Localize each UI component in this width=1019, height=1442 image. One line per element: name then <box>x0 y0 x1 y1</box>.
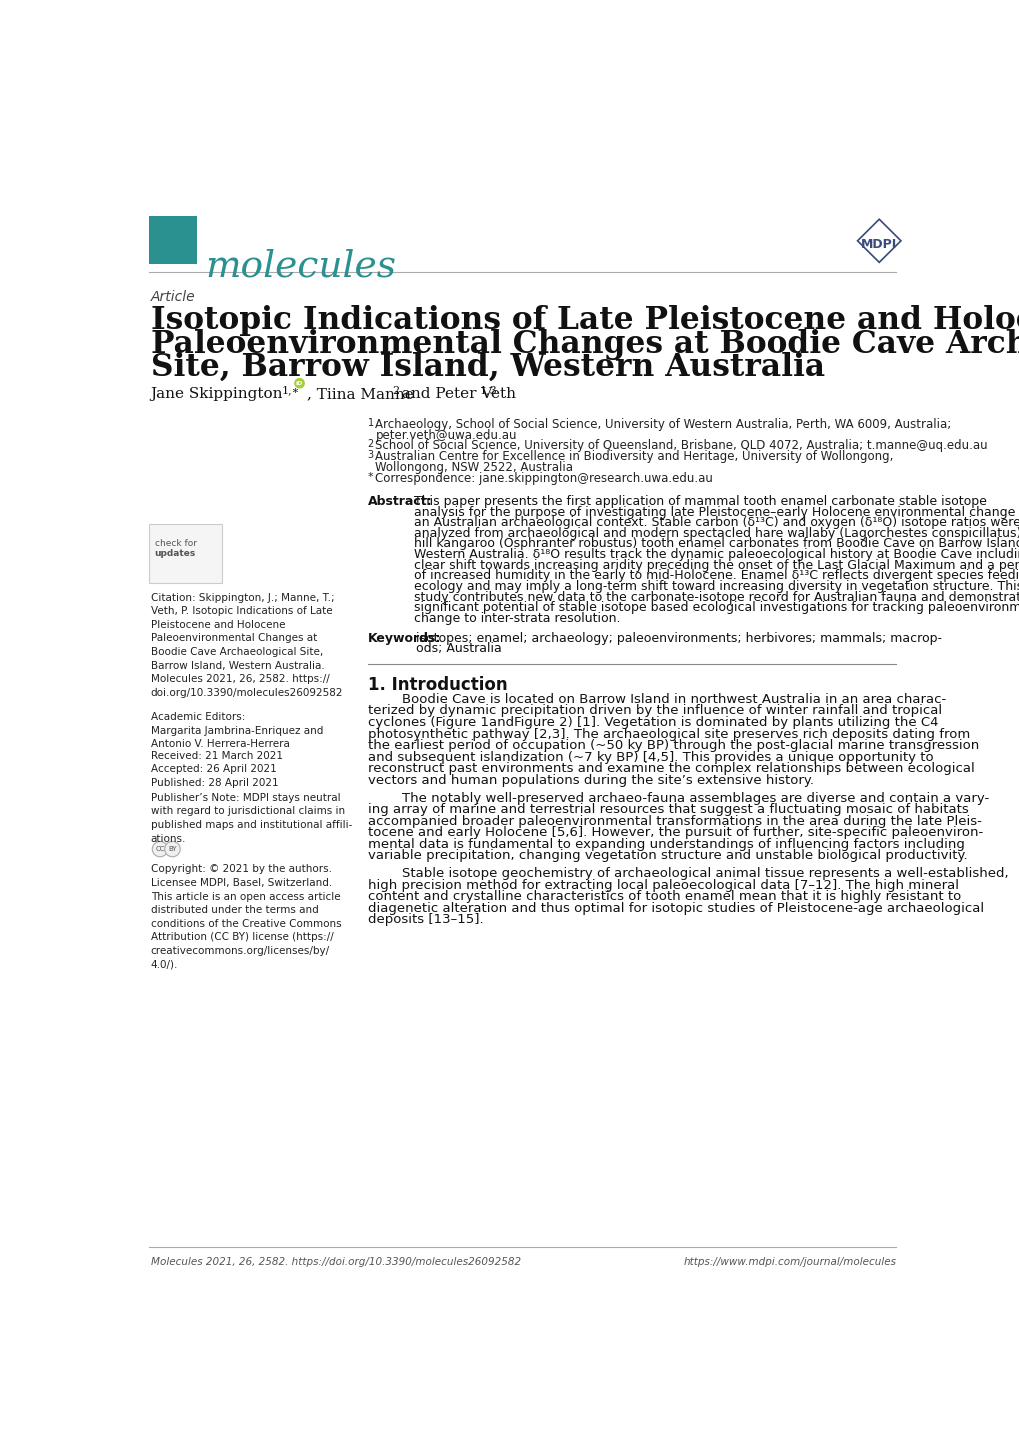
Text: Molecules 2021, 26, 2582. https://doi.org/10.3390/molecules26092582: Molecules 2021, 26, 2582. https://doi.or… <box>151 1257 521 1268</box>
FancyBboxPatch shape <box>149 523 222 583</box>
Text: Jane Skippington: Jane Skippington <box>151 386 287 401</box>
Text: https://www.mdpi.com/journal/molecules: https://www.mdpi.com/journal/molecules <box>683 1257 896 1268</box>
Text: Keywords:: Keywords: <box>368 632 440 645</box>
Text: This paper presents the first application of mammal tooth enamel carbonate stabl: This paper presents the first applicatio… <box>414 495 986 508</box>
Text: Isotopic Indications of Late Pleistocene and Holocene: Isotopic Indications of Late Pleistocene… <box>151 306 1019 336</box>
Text: diagenetic alteration and thus optimal for isotopic studies of Pleistocene-age a: diagenetic alteration and thus optimal f… <box>368 901 983 914</box>
Text: molecules: molecules <box>205 248 395 284</box>
Text: , Tiina Manne: , Tiina Manne <box>307 386 418 401</box>
Text: Site, Barrow Island, Western Australia: Site, Barrow Island, Western Australia <box>151 352 824 382</box>
Text: updates: updates <box>155 549 196 558</box>
Text: Article: Article <box>151 290 196 304</box>
Text: *: * <box>368 472 373 482</box>
Text: of increased humidity in the early to mid-Holocene. Enamel δ¹³C reflects diverge: of increased humidity in the early to mi… <box>414 570 1019 583</box>
Text: School of Social Science, University of Queensland, Brisbane, QLD 4072, Australi: School of Social Science, University of … <box>375 440 987 453</box>
Text: 1. Introduction: 1. Introduction <box>368 676 506 694</box>
Text: Paleoenvironmental Changes at Boodie Cave Archaeological: Paleoenvironmental Changes at Boodie Cav… <box>151 329 1019 359</box>
Text: clear shift towards increasing aridity preceding the onset of the Last Glacial M: clear shift towards increasing aridity p… <box>414 558 1019 571</box>
Text: accompanied broader paleoenvironmental transformations in the area during the la: accompanied broader paleoenvironmental t… <box>368 815 980 828</box>
Text: deposits [13–15].: deposits [13–15]. <box>368 913 483 926</box>
Text: Publisher’s Note: MDPI stays neutral
with regard to jurisdictional claims in
pub: Publisher’s Note: MDPI stays neutral wit… <box>151 793 352 844</box>
Text: an Australian archaeological context. Stable carbon (δ¹³C) and oxygen (δ¹⁸O) iso: an Australian archaeological context. St… <box>414 516 1019 529</box>
Text: Archaeology, School of Social Science, University of Western Australia, Perth, W: Archaeology, School of Social Science, U… <box>375 418 951 431</box>
Text: 1,∗: 1,∗ <box>281 385 300 395</box>
Text: Abstract:: Abstract: <box>368 495 432 508</box>
Text: Stable isotope geochemistry of archaeological animal tissue represents a well-es: Stable isotope geochemistry of archaeolo… <box>368 867 1008 880</box>
Text: iD: iD <box>296 381 303 386</box>
Text: Copyright: © 2021 by the authors.
Licensee MDPI, Basel, Switzerland.
This articl: Copyright: © 2021 by the authors. Licens… <box>151 865 341 969</box>
Text: significant potential of stable isotope based ecological investigations for trac: significant potential of stable isotope … <box>414 601 1019 614</box>
Text: 2: 2 <box>392 385 399 395</box>
Text: variable precipitation, changing vegetation structure and unstable biological pr: variable precipitation, changing vegetat… <box>368 849 966 862</box>
Text: BY: BY <box>168 846 176 852</box>
Text: reconstruct past environments and examine the complex relationships between ecol: reconstruct past environments and examin… <box>368 763 973 776</box>
Text: and subsequent islandization (~7 ky BP) [4,5]. This provides a unique opportunit: and subsequent islandization (~7 ky BP) … <box>368 751 932 764</box>
Text: check for: check for <box>155 539 197 548</box>
Text: Wollongong, NSW 2522, Australia: Wollongong, NSW 2522, Australia <box>375 461 573 474</box>
Text: ing array of marine and terrestrial resources that suggest a fluctuating mosaic : ing array of marine and terrestrial reso… <box>368 803 968 816</box>
Text: tocene and early Holocene [5,6]. However, the pursuit of further, site-specific : tocene and early Holocene [5,6]. However… <box>368 826 982 839</box>
FancyBboxPatch shape <box>149 216 197 264</box>
Text: terized by dynamic precipitation driven by the influence of winter rainfall and : terized by dynamic precipitation driven … <box>368 705 941 718</box>
Text: 2: 2 <box>368 440 374 450</box>
Text: vectors and human populations during the site’s extensive history.: vectors and human populations during the… <box>368 774 813 787</box>
Text: photosynthetic pathway [2,3]. The archaeological site preserves rich deposits da: photosynthetic pathway [2,3]. The archae… <box>368 728 969 741</box>
Text: isotopes; enamel; archaeology; paleoenvironments; herbivores; mammals; macrop-: isotopes; enamel; archaeology; paleoenvi… <box>416 632 941 645</box>
Text: Received: 21 March 2021
Accepted: 26 April 2021
Published: 28 April 2021: Received: 21 March 2021 Accepted: 26 Apr… <box>151 750 282 787</box>
Text: and Peter Veth: and Peter Veth <box>396 386 521 401</box>
Text: Academic Editors:
Margarita Jambrina-Enriquez and
Antonio V. Herrera-Herrera: Academic Editors: Margarita Jambrina-Enr… <box>151 712 323 750</box>
Text: MDPI: MDPI <box>860 238 897 251</box>
Text: The notably well-preserved archaeo-fauna assemblages are diverse and contain a v: The notably well-preserved archaeo-fauna… <box>368 792 988 805</box>
Text: 3: 3 <box>368 450 374 460</box>
Text: hill kangaroo (Osphranter robustus) tooth enamel carbonates from Boodie Cave on : hill kangaroo (Osphranter robustus) toot… <box>414 538 1019 551</box>
Text: study contributes new data to the carbonate-isotope record for Australian fauna : study contributes new data to the carbon… <box>414 591 1019 604</box>
Text: CC: CC <box>155 846 165 852</box>
Text: analysis for the purpose of investigating late Pleistocene–early Holocene enviro: analysis for the purpose of investigatin… <box>414 506 1019 519</box>
Circle shape <box>294 379 304 388</box>
Text: ods; Australia: ods; Australia <box>416 642 501 655</box>
Text: Australian Centre for Excellence in Biodiversity and Heritage, University of Wol: Australian Centre for Excellence in Biod… <box>375 450 893 463</box>
Text: Citation: Skippington, J.; Manne, T.;
Veth, P. Isotopic Indications of Late
Plei: Citation: Skippington, J.; Manne, T.; Ve… <box>151 593 343 698</box>
Text: Western Australia. δ¹⁸O results track the dynamic paleoecological history at Boo: Western Australia. δ¹⁸O results track th… <box>414 548 1019 561</box>
Text: peter.veth@uwa.edu.au: peter.veth@uwa.edu.au <box>375 428 517 441</box>
Text: mental data is fundamental to expanding understandings of influencing factors in: mental data is fundamental to expanding … <box>368 838 964 851</box>
Circle shape <box>164 841 180 857</box>
Text: 1: 1 <box>368 418 374 428</box>
Text: 1,3: 1,3 <box>480 385 497 395</box>
Text: analyzed from archaeological and modern spectacled hare wallaby (Lagorchestes co: analyzed from archaeological and modern … <box>414 526 1019 539</box>
Text: ecology and may imply a long-term shift toward increasing diversity in vegetatio: ecology and may imply a long-term shift … <box>414 580 1019 593</box>
Circle shape <box>152 841 168 857</box>
Text: content and crystalline characteristics of tooth enamel mean that it is highly r: content and crystalline characteristics … <box>368 890 960 903</box>
Text: Boodie Cave is located on Barrow Island in northwest Australia in an area charac: Boodie Cave is located on Barrow Island … <box>368 694 945 707</box>
Text: cyclones (Figure 1andFigure 2) [1]. Vegetation is dominated by plants utilizing : cyclones (Figure 1andFigure 2) [1]. Vege… <box>368 717 937 730</box>
Text: Correspondence: jane.skippington@research.uwa.edu.au: Correspondence: jane.skippington@researc… <box>375 472 712 485</box>
Text: high precision method for extracting local paleoecological data [7–12]. The high: high precision method for extracting loc… <box>368 878 958 891</box>
Text: the earliest period of occupation (~50 ky BP) through the post-glacial marine tr: the earliest period of occupation (~50 k… <box>368 740 978 753</box>
Text: change to inter-strata resolution.: change to inter-strata resolution. <box>414 611 621 624</box>
